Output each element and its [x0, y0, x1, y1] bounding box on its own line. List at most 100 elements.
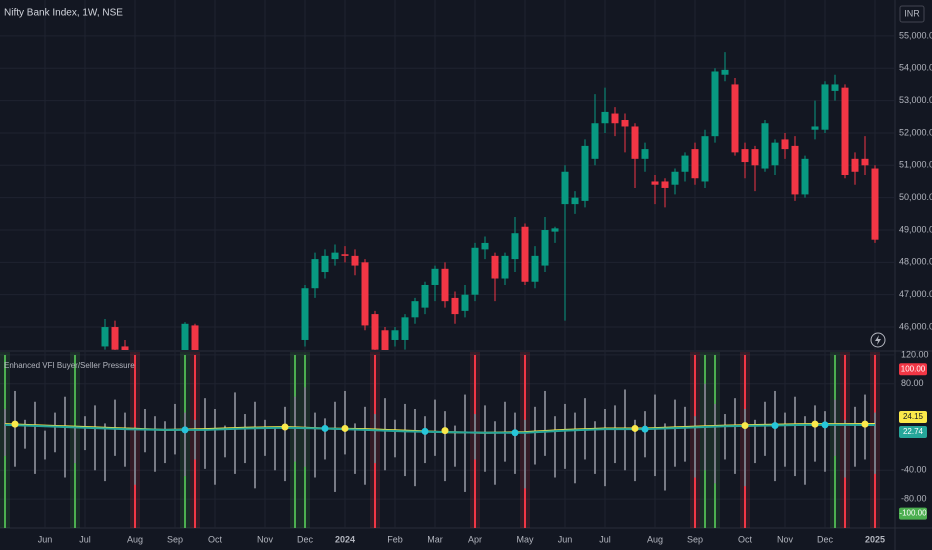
candle-body: [811, 126, 819, 130]
candle-body: [671, 171, 679, 185]
cross_up-dot: [741, 422, 749, 430]
cross_up-dot: [11, 420, 19, 428]
candle-body: [871, 168, 879, 240]
y-tick-label: 51,000.00: [899, 160, 932, 170]
candle-body: [721, 69, 729, 75]
candle-body: [781, 139, 789, 150]
candle-body: [501, 255, 509, 279]
candle-body: [701, 136, 709, 182]
candle-body: [641, 149, 649, 159]
cross_down-dot: [641, 425, 649, 433]
candle-body: [361, 262, 369, 326]
candle-body: [431, 268, 439, 285]
y-tick-label: 48,000.00: [899, 257, 932, 267]
candle-body: [181, 323, 189, 350]
candle-body: [421, 284, 429, 308]
lightning-glyph: [875, 335, 881, 345]
cross_up-dot: [861, 420, 869, 428]
candle-body: [401, 317, 409, 340]
lightning-icon[interactable]: [870, 332, 886, 348]
x-tick-label: Sep: [167, 534, 183, 544]
candle-body: [411, 301, 419, 318]
y-tick-label: 49,000.00: [899, 224, 932, 234]
candle-body: [771, 142, 779, 166]
candle-body: [761, 123, 769, 169]
candle-body: [691, 149, 699, 179]
x-tick-label: Sep: [687, 534, 703, 544]
x-tick-label: Mar: [427, 534, 443, 544]
value-badge: [899, 411, 927, 424]
y-tick-label: 47,000.00: [899, 289, 932, 299]
cross_up-dot: [631, 424, 639, 432]
cross_up-dot: [811, 420, 819, 428]
candle-body: [601, 111, 609, 124]
x-tick-label: Feb: [387, 534, 403, 544]
cross_up-dot: [341, 424, 349, 432]
x-tick-label: Jun: [38, 534, 53, 544]
candle-body: [491, 255, 499, 279]
indicator-pane: [0, 352, 895, 528]
currency-box[interactable]: [899, 5, 925, 23]
cross_down-dot: [421, 427, 429, 435]
x-tick-label: Aug: [647, 534, 663, 544]
cross_down-dot: [821, 421, 829, 429]
candle-body: [661, 181, 669, 188]
y-tick-label: 120.00: [901, 349, 929, 359]
candle-body: [541, 229, 549, 266]
candle-body: [111, 327, 119, 350]
price-pane: [0, 0, 895, 350]
candle-body: [581, 145, 589, 201]
y-tick-label: 52,000.00: [899, 127, 932, 137]
candle-body: [301, 288, 309, 340]
value-badge-label: 22.74: [903, 427, 924, 436]
candle-body: [311, 259, 319, 289]
candle-body: [831, 84, 839, 91]
cross_down-dot: [181, 426, 189, 434]
chart-title: Nifty Bank Index, 1W, NSE: [4, 8, 123, 19]
candle-body: [441, 268, 449, 302]
y-tick-label: 46,000.00: [899, 321, 932, 331]
candle-body: [561, 171, 569, 205]
candle-body: [101, 327, 109, 347]
y-tick-label: 50,000.00: [899, 192, 932, 202]
indicator-title: Enhanced VFI Buyer/Seller Pressure: [4, 361, 135, 370]
currency[interactable]: INR: [904, 8, 920, 18]
candle-body: [861, 158, 869, 166]
candle-body: [461, 294, 469, 311]
y-tick-label: 53,000.00: [899, 95, 932, 105]
value-badge: [899, 363, 927, 376]
cross_up-dot: [281, 423, 289, 431]
candle-body: [801, 158, 809, 195]
x-tick-label: May: [516, 534, 534, 544]
y-tick-label: 54,000.00: [899, 63, 932, 73]
candle-body: [331, 252, 339, 260]
candle-body: [351, 255, 359, 266]
x-tick-label: 2024: [335, 534, 355, 544]
candle-body: [741, 149, 749, 163]
candle-body: [621, 120, 629, 127]
candle-body: [381, 330, 389, 350]
y-tick-label: -80.00: [901, 494, 927, 504]
candle-body: [821, 84, 829, 130]
candle-body: [681, 155, 689, 172]
cross_up-dot: [441, 427, 449, 435]
x-tick-label: 2025: [865, 534, 885, 544]
x-tick-label: Oct: [208, 534, 223, 544]
x-tick-label: Apr: [468, 534, 482, 544]
y-tick-label: 55,000.00: [899, 30, 932, 40]
candle-body: [851, 158, 859, 172]
candle-body: [321, 255, 329, 273]
candle-body: [551, 228, 559, 232]
candle-body: [191, 325, 199, 350]
candle-body: [121, 346, 129, 350]
cross_down-dot: [321, 424, 329, 432]
x-tick-label: Aug: [127, 534, 143, 544]
x-tick-label: Jul: [79, 534, 91, 544]
candle-body: [631, 126, 639, 159]
candle-body: [521, 226, 529, 282]
candle-body: [511, 233, 519, 260]
x-tick-label: Oct: [738, 534, 753, 544]
candle-body: [371, 314, 379, 350]
x-tick-label: Dec: [817, 534, 834, 544]
